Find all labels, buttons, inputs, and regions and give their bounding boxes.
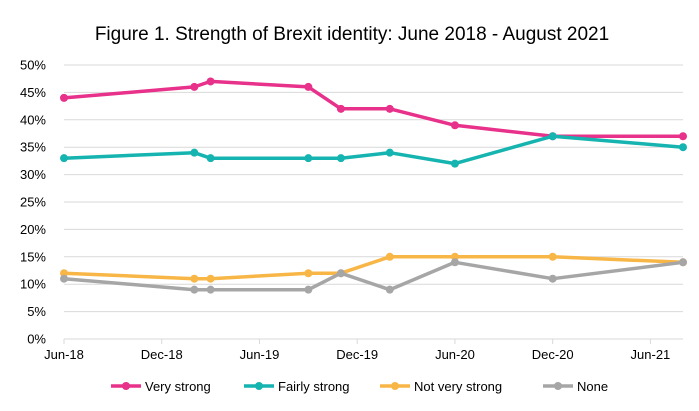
x-tick-label: Jun-19	[240, 347, 280, 362]
data-point	[336, 154, 345, 163]
legend-item-none: None	[543, 379, 608, 394]
y-tick-label: 20%	[20, 222, 46, 237]
y-tick-label: 30%	[20, 167, 46, 182]
legend-label: Fairly strong	[278, 379, 350, 394]
data-point	[679, 258, 687, 267]
data-point	[385, 285, 394, 294]
data-point	[206, 274, 215, 283]
data-point	[548, 132, 557, 141]
chart-title: Figure 1. Strength of Brexit identity: J…	[95, 24, 609, 45]
y-tick-label: 25%	[20, 195, 46, 210]
legend-item-fairly-strong: Fairly strong	[244, 379, 350, 394]
x-tick-label: Jun-20	[435, 347, 475, 362]
x-tick-label: Jun-21	[631, 347, 671, 362]
data-point	[304, 82, 313, 91]
legend: Very strong Fairly strong Not very strong N…	[111, 379, 608, 394]
data-point	[206, 154, 215, 163]
data-point	[679, 143, 687, 152]
y-tick-label: 5%	[27, 304, 46, 319]
series-none	[60, 258, 687, 294]
data-point	[190, 274, 199, 283]
data-point	[206, 285, 215, 294]
data-point	[385, 148, 394, 157]
x-tick-label: Dec-20	[532, 347, 574, 362]
y-tick-label: 50%	[20, 58, 46, 73]
x-axis-ticks: Jun-18 Dec-18 Jun-19 Dec-19 Jun-20 Dec-20 Jun-…	[44, 339, 670, 362]
series-very-strong	[60, 77, 687, 141]
x-tick-label: Dec-19	[336, 347, 378, 362]
data-point	[206, 77, 215, 86]
x-tick-label: Jun-18	[44, 347, 84, 362]
data-point	[548, 252, 557, 261]
data-point	[385, 252, 394, 261]
series-lines	[60, 77, 687, 294]
y-tick-label: 45%	[20, 85, 46, 100]
legend-label: Not very strong	[414, 379, 502, 394]
legend-label: Very strong	[145, 379, 211, 394]
y-tick-label: 10%	[20, 277, 46, 292]
y-tick-label: 35%	[20, 140, 46, 155]
data-point	[304, 154, 313, 163]
series-line-fairly-strong	[62, 134, 685, 166]
data-point	[304, 269, 313, 278]
data-point	[548, 274, 557, 283]
legend-marker	[255, 382, 263, 390]
data-point	[190, 82, 199, 91]
series-line-very-strong	[62, 79, 685, 138]
data-point	[450, 121, 459, 130]
legend-item-very-strong: Very strong	[111, 379, 211, 394]
gridlines	[64, 64, 683, 340]
legend-marker	[554, 382, 562, 390]
data-point	[60, 93, 68, 102]
data-point	[336, 104, 345, 113]
x-tick-label: Dec-18	[141, 347, 183, 362]
data-point	[190, 148, 199, 157]
y-axis-ticks: 0% 5% 10% 15% 20% 25% 30% 35% 40% 45% 50%	[20, 58, 46, 347]
data-point	[450, 159, 459, 168]
series-fairly-strong	[60, 132, 687, 168]
data-point	[304, 285, 313, 294]
legend-marker	[122, 382, 130, 390]
legend-label: None	[577, 379, 608, 394]
data-point	[336, 269, 345, 278]
data-point	[60, 269, 68, 278]
data-point	[190, 285, 199, 294]
legend-item-not-very-strong: Not very strong	[380, 379, 502, 394]
data-point	[60, 154, 68, 163]
y-tick-label: 40%	[20, 112, 46, 127]
data-point	[385, 104, 394, 113]
y-tick-label: 15%	[20, 249, 46, 264]
data-point	[450, 252, 459, 261]
data-point	[679, 132, 687, 141]
y-tick-label: 0%	[27, 332, 46, 347]
data-point	[60, 274, 68, 283]
legend-marker	[391, 382, 399, 390]
data-point	[450, 258, 459, 267]
